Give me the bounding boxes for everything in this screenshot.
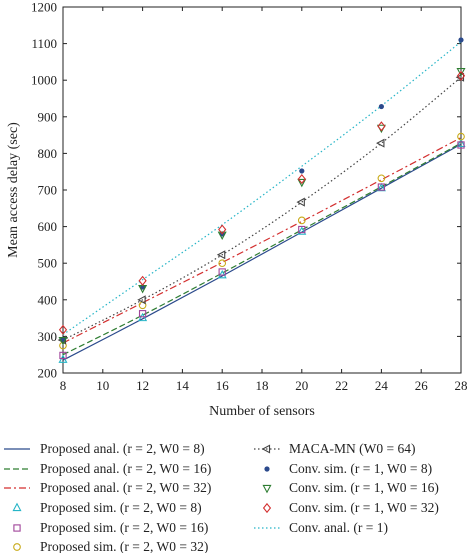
x-tick-label: 14: [176, 378, 190, 393]
data-point-s8-2: [217, 231, 227, 241]
legend-sample-right-0-marker: [261, 444, 271, 454]
legend-sample-left-5: [13, 543, 21, 551]
data-point-s9-2: [218, 224, 227, 235]
data-point-s4-0: [59, 351, 67, 360]
data-point-s6-1: [137, 295, 146, 305]
data-point-s8-0: [58, 336, 68, 346]
x-tick-label: 20: [295, 378, 308, 393]
legend-sample-left-3: [12, 502, 22, 512]
legend-sample-right-2: [262, 484, 272, 494]
data-point-s3-3: [297, 226, 307, 235]
legend-sample-left-3-marker: [12, 502, 22, 512]
legend-entry: Proposed sim. (r = 2, W0 = 16): [40, 520, 208, 535]
data-point-s4-2: [218, 268, 226, 276]
legend-sample-right-2-marker: [262, 484, 272, 494]
x-tick-label: 8: [60, 378, 67, 393]
x-tick-label: 12: [136, 378, 149, 393]
y-tick-label: 400: [38, 292, 58, 307]
legend-sample-right-3: [262, 502, 272, 514]
data-point-s5-3: [297, 216, 306, 225]
x-tick-label: 10: [96, 378, 109, 393]
x-tick-label: 22: [335, 378, 348, 393]
legend-entry: Proposed sim. (r = 2, W0 = 32): [40, 539, 208, 553]
legend-sample-left-4: [13, 524, 21, 532]
y-tick-label: 1200: [31, 0, 57, 15]
legend-entry: MACA-MN (W0 = 64): [289, 441, 415, 456]
legend-entry: Conv. sim. (r = 1, W0 = 8): [289, 461, 432, 476]
y-tick-label: 200: [38, 366, 58, 381]
data-point-s6-2: [216, 250, 226, 260]
data-point-s9-5: [456, 70, 466, 81]
y-tick-label: 500: [38, 256, 58, 271]
legend-sample-right-3-marker: [262, 502, 272, 514]
data-point-s7-5: [458, 37, 464, 43]
legend-sample-right-1: [264, 466, 270, 472]
legend-entry: Conv. sim. (r = 1, W0 = 32): [289, 500, 439, 515]
legend-entry: Conv. anal. (r = 1): [289, 520, 388, 535]
data-point-s3-5: [456, 138, 466, 147]
plot-frame: [62, 6, 462, 374]
legend-entry: Conv. sim. (r = 1, W0 = 16): [289, 480, 439, 495]
legend-sample-right-1-marker: [264, 466, 270, 472]
data-point-s5-5: [457, 132, 465, 141]
series-line-0: [62, 143, 462, 361]
data-point-s4-1: [138, 310, 147, 318]
legend-entry: Proposed anal. (r = 2, W0 = 8): [40, 441, 205, 456]
y-tick-label: 700: [38, 183, 58, 198]
data-point-s5-2: [218, 259, 227, 268]
series-lines: [62, 41, 462, 361]
series-markers: [57, 37, 466, 363]
x-tick-label: 24: [375, 378, 389, 393]
series-line-1: [62, 142, 462, 356]
data-point-s8-3: [297, 178, 307, 188]
y-tick-label: 1100: [31, 36, 57, 51]
series-line-6: [62, 76, 462, 341]
data-point-s6-3: [296, 197, 305, 207]
data-point-s9-3: [297, 173, 306, 185]
series-line-2: [62, 137, 462, 344]
y-tick-label: 900: [38, 109, 58, 124]
data-point-s4-4: [377, 183, 386, 191]
x-tick-label: 28: [455, 378, 468, 393]
data-point-s7-3: [299, 168, 305, 174]
x-tick-label: 18: [256, 378, 269, 393]
data-point-s6-4: [376, 138, 385, 148]
data-point-s3-2: [217, 269, 227, 279]
legend-entry: Proposed sim. (r = 2, W0 = 8): [40, 500, 202, 515]
y-tick-label: 600: [38, 219, 58, 234]
data-point-s5-4: [377, 174, 386, 183]
x-tick-label: 26: [415, 378, 429, 393]
data-point-s4-3: [298, 225, 306, 234]
data-point-s9-4: [377, 121, 386, 132]
data-point-s9-0: [58, 324, 68, 335]
series-line-10: [62, 41, 462, 336]
legend-sample-left-4-marker: [13, 524, 21, 532]
legend-entry: Proposed anal. (r = 2, W0 = 32): [40, 480, 211, 495]
data-point-s4-5: [457, 141, 465, 149]
data-point-s8-5: [456, 67, 466, 77]
axis-ticks: 8 10 12 14 16 18 20 22 24 26 28 200 300 400 500 600 700 8…: [31, 0, 468, 393]
legend: Proposed anal. (r = 2, W0 = 8) Proposed a…: [4, 441, 439, 553]
y-tick-label: 1000: [31, 73, 57, 88]
y-tick-label: 800: [38, 146, 58, 161]
data-point-s9-1: [138, 275, 147, 286]
data-point-s7-4: [378, 103, 384, 110]
x-tick-label: 16: [216, 378, 230, 393]
legend-entry: Proposed anal. (r = 2, W0 = 16): [40, 461, 211, 476]
legend-sample-right-0: [254, 444, 280, 454]
x-axis-label: Number of sensors: [209, 404, 315, 419]
y-tick-label: 300: [38, 329, 58, 344]
y-axis-label: Mean access delay (sec): [6, 122, 21, 258]
legend-sample-left-5-marker: [13, 543, 21, 551]
